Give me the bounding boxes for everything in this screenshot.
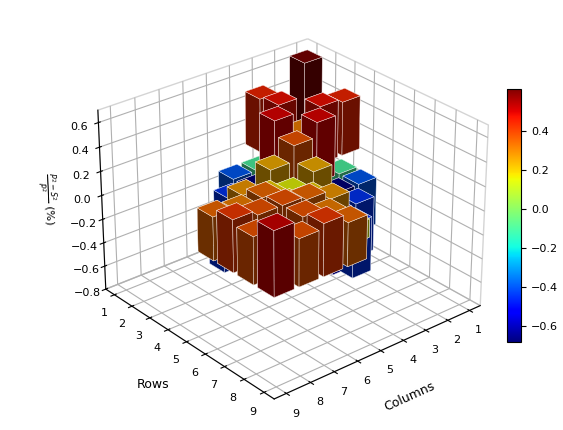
Y-axis label: Rows: Rows bbox=[136, 378, 169, 391]
X-axis label: Columns: Columns bbox=[382, 379, 437, 414]
